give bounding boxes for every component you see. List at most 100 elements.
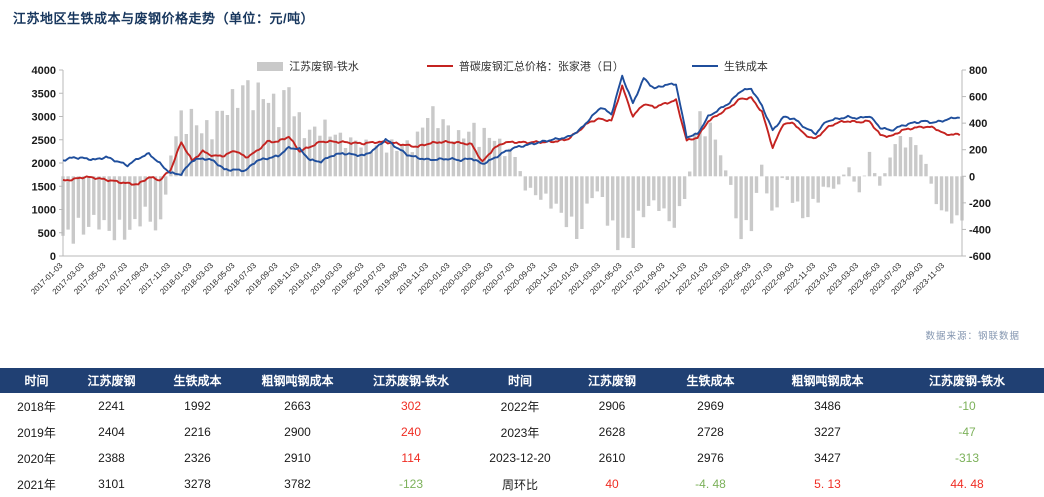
legend-item-0: 江苏废钢-铁水 <box>257 58 359 74</box>
right-axis-tick-label: 600 <box>969 92 987 104</box>
table-cell: 2388 <box>98 451 125 465</box>
spread-bar <box>200 133 204 177</box>
spread-bar <box>122 176 127 240</box>
pig-iron-cost-line <box>62 74 960 176</box>
spread-bar <box>456 130 461 177</box>
summary-table: 时间 江苏废钢 生铁成本 粗钢吨钢成本 江苏废钢-铁水 时间 江苏废钢 生铁成本 粗钢吨钢成本 江… <box>0 368 1044 497</box>
legend-swatch-line <box>426 65 453 67</box>
table-cell: -123 <box>398 477 424 491</box>
spread-bar <box>205 120 209 177</box>
table-row: 2019年 2404 2216 2900 240 2023年 2628 2728 3227 -47 <box>0 419 1044 445</box>
left-axis-tick-label: 3500 <box>32 88 56 100</box>
spread-bar <box>518 171 522 177</box>
spread-bar <box>862 175 867 177</box>
table-cell: 2019年 <box>17 425 56 440</box>
spread-bar <box>302 138 307 177</box>
spread-bar <box>271 93 276 177</box>
spread-bar <box>318 135 322 177</box>
spread-bar <box>821 176 825 187</box>
spread-bar <box>282 90 286 177</box>
spread-bar <box>117 176 122 220</box>
table-cell: 1992 <box>184 399 211 413</box>
spread-bar <box>831 176 836 189</box>
table-cell: 44. 48 <box>950 477 984 491</box>
legend-item-1: 普碳废钢汇总价格：张家港（日） <box>426 58 624 74</box>
spread-bar <box>621 176 625 238</box>
spread-bar <box>128 176 132 230</box>
left-axis-tick-label: 2500 <box>32 135 56 147</box>
table-row: 2021年 3101 3278 3782 -123 周环比 40 -4. 48 5. 13 44.… <box>0 471 1044 497</box>
spread-bar <box>374 145 379 177</box>
spread-bar <box>662 176 666 209</box>
table-cell: 2910 <box>284 451 311 465</box>
scrap-price-line <box>62 84 961 186</box>
table-header-cell: 生铁成本 <box>686 374 735 388</box>
spread-bar <box>847 167 851 177</box>
spread-bar <box>693 133 697 177</box>
spread-bar <box>698 111 702 177</box>
spread-bar <box>801 176 805 219</box>
spread-bar <box>405 140 409 177</box>
spread-bar <box>513 157 517 177</box>
spread-bar <box>842 174 846 177</box>
spread-bar <box>256 82 260 177</box>
left-axis-tick-label: 2000 <box>32 158 56 170</box>
spread-bar <box>816 176 820 203</box>
table-cell: 2216 <box>184 425 211 439</box>
spread-bar <box>292 116 296 177</box>
legend-label: 生铁成本 <box>723 61 768 73</box>
spread-bar <box>354 140 358 177</box>
spread-bar <box>544 176 548 194</box>
spread-bar <box>225 115 230 177</box>
spread-bar <box>585 176 589 204</box>
legend-label: 普碳废钢汇总价格：张家港（日） <box>458 61 624 73</box>
spread-bar <box>184 134 188 177</box>
spread-bar <box>436 128 440 177</box>
spread-bar <box>277 127 281 177</box>
spread-bar <box>724 170 728 177</box>
spread-bar <box>569 176 574 217</box>
spread-bar <box>595 176 599 192</box>
spread-bar <box>384 152 389 177</box>
spread-bar <box>924 163 928 177</box>
right-axis-tick-label: 0 <box>969 171 975 183</box>
spread-bar <box>379 141 384 177</box>
chart-legend: 江苏废钢-铁水 普碳废钢汇总价格：张家港（日） 生铁成本 <box>63 58 962 74</box>
table-cell: 2628 <box>598 425 626 439</box>
spread-bar <box>616 176 620 251</box>
spread-bar <box>919 154 923 177</box>
right-axis-tick-label: 800 <box>969 65 987 77</box>
spread-bar <box>446 125 450 177</box>
spread-bar <box>230 89 235 177</box>
table-cell: -4. 48 <box>695 477 726 491</box>
table-header-cell: 时间 <box>507 374 532 388</box>
spread-bar <box>780 176 784 179</box>
spread-bar <box>677 176 682 207</box>
spread-bar <box>246 80 250 177</box>
spread-bar <box>559 176 563 213</box>
spread-bar <box>112 176 117 241</box>
spread-bar <box>554 176 558 204</box>
spread-bar <box>287 87 291 177</box>
left-axis-tick-label: 4000 <box>32 65 56 77</box>
spread-bar <box>76 176 81 218</box>
spread-bar <box>462 138 466 177</box>
table-header-cell: 江苏废钢 <box>87 374 136 388</box>
spread-bar <box>636 176 641 211</box>
table-cell: -47 <box>958 425 976 439</box>
spread-bar <box>539 176 543 200</box>
table-cell: 2018年 <box>17 399 56 414</box>
right-axis-tick-label: 400 <box>969 118 987 130</box>
spread-bar <box>939 176 944 211</box>
spread-bar <box>564 176 569 228</box>
spread-bar <box>631 176 635 248</box>
table-cell: 3227 <box>814 425 841 439</box>
price-trend-chart: 4000350030002500200015001000500080060040… <box>29 65 991 296</box>
left-axis-tick-label: 1000 <box>32 205 56 217</box>
spread-bar <box>605 176 610 226</box>
spread-bar <box>703 136 707 177</box>
table-cell: 2976 <box>697 451 724 465</box>
table-header-cell: 江苏废钢-铁水 <box>929 374 1005 388</box>
spread-bar <box>790 176 795 203</box>
table-cell: -313 <box>954 451 980 465</box>
